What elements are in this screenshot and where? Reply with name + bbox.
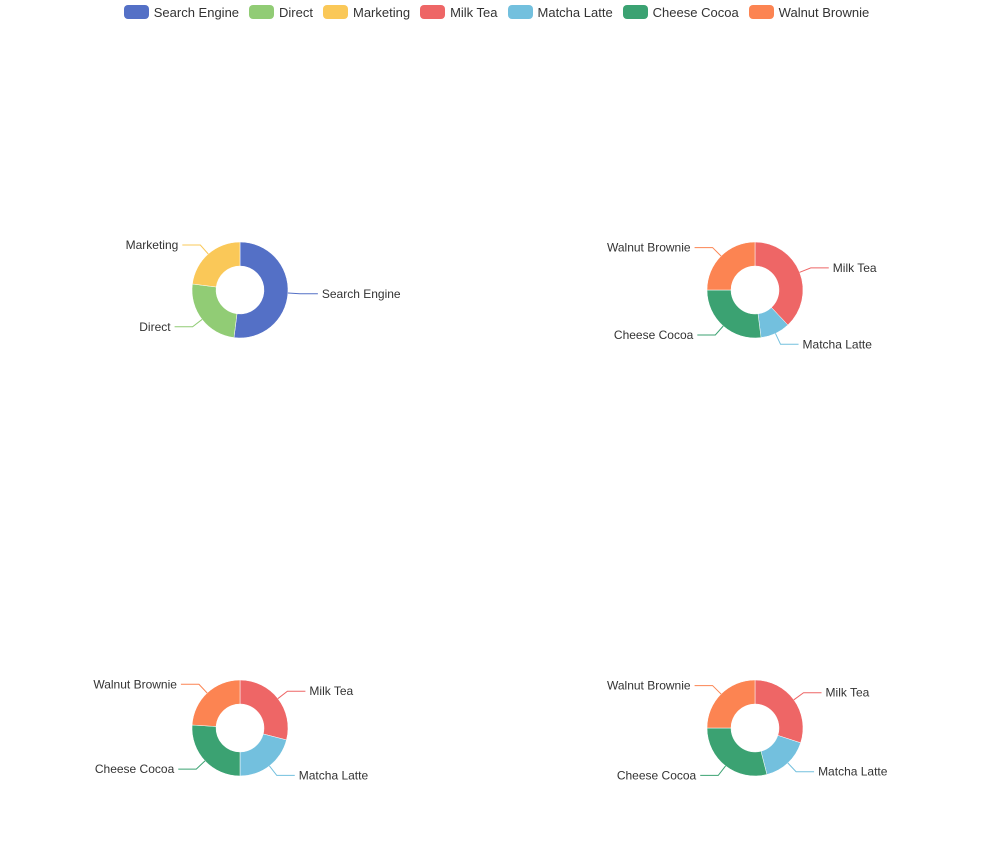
label-leader-line xyxy=(287,292,318,295)
pie-slice[interactable] xyxy=(706,241,756,291)
legend-label: Marketing xyxy=(352,4,411,20)
slice-label: Matcha Latte xyxy=(803,337,873,351)
pie-slice[interactable] xyxy=(754,679,804,744)
label-leader-line xyxy=(774,333,799,345)
pie-slice[interactable] xyxy=(191,724,241,777)
slice-label: Cheese Cocoa xyxy=(614,328,694,342)
slice-label: Milk Tea xyxy=(309,684,353,698)
chart-legend: Search Engine Direct Marketing Milk Tea Matc… xyxy=(0,2,993,22)
legend-label: Milk Tea xyxy=(450,4,498,20)
legend-label: Walnut Brownie xyxy=(778,4,870,20)
slice-label: Milk Tea xyxy=(833,261,877,275)
slice-label: Cheese Cocoa xyxy=(617,768,697,782)
label-leader-line xyxy=(799,267,829,273)
pie-slice[interactable] xyxy=(239,679,289,741)
slice-label: Cheese Cocoa xyxy=(95,762,175,776)
slice-label: Walnut Brownie xyxy=(607,241,691,255)
slice-label: Milk Tea xyxy=(826,686,870,700)
pie-slice[interactable] xyxy=(191,283,238,338)
label-leader-line xyxy=(269,765,295,776)
slice-label: Search Engine xyxy=(322,287,401,301)
pie-slice[interactable] xyxy=(706,679,756,729)
legend-item[interactable]: Matcha Latte xyxy=(507,4,613,20)
legend-swatch xyxy=(748,5,774,19)
label-leader-line xyxy=(694,247,722,257)
pie-slice[interactable] xyxy=(706,289,762,339)
legend-label: Cheese Cocoa xyxy=(652,4,739,20)
legend-swatch xyxy=(123,5,149,19)
pie-slice[interactable] xyxy=(239,733,287,777)
donut-chart-4: Milk Tea Matcha Latte Cheese Cocoa Walnut B… xyxy=(607,679,888,783)
label-leader-line xyxy=(182,244,209,255)
legend-item[interactable]: Marketing xyxy=(322,4,411,20)
legend-item[interactable]: Walnut Brownie xyxy=(748,4,870,20)
legend-item[interactable]: Search Engine xyxy=(123,4,240,20)
legend-swatch xyxy=(507,5,533,19)
slice-label: Walnut Brownie xyxy=(607,679,691,693)
legend-swatch xyxy=(420,5,446,19)
pie-slice[interactable] xyxy=(191,679,241,727)
slice-label: Direct xyxy=(139,320,171,334)
legend-swatch xyxy=(622,5,648,19)
label-leader-line xyxy=(694,685,722,695)
legend-item[interactable]: Cheese Cocoa xyxy=(622,4,739,20)
pie-slice[interactable] xyxy=(760,735,801,775)
legend-item[interactable]: Milk Tea xyxy=(420,4,498,20)
label-leader-line xyxy=(700,765,726,776)
slice-label: Matcha Latte xyxy=(818,765,888,779)
label-leader-line xyxy=(787,762,815,773)
pie-slice[interactable] xyxy=(754,241,804,326)
label-leader-line xyxy=(697,325,724,336)
slice-label: Marketing xyxy=(126,238,179,252)
label-leader-line xyxy=(277,690,306,699)
legend-label: Matcha Latte xyxy=(537,4,613,20)
slice-label: Walnut Brownie xyxy=(93,677,177,691)
pie-slice[interactable] xyxy=(706,727,768,777)
legend-swatch xyxy=(322,5,348,19)
label-leader-line xyxy=(793,692,822,701)
label-leader-line xyxy=(180,683,208,694)
legend-label: Direct xyxy=(279,4,313,20)
legend-swatch xyxy=(249,5,275,19)
pie-slice[interactable] xyxy=(233,241,289,339)
label-leader-line xyxy=(178,760,206,770)
legend-item[interactable]: Direct xyxy=(249,5,313,20)
label-leader-line xyxy=(174,319,203,328)
legend-label: Search Engine xyxy=(153,4,240,20)
donut-chart-2: Milk Tea Matcha Latte Cheese Cocoa Walnut B… xyxy=(607,241,877,352)
donut-chart-1: Search Engine Direct Marketing xyxy=(126,238,401,339)
pie-slice[interactable] xyxy=(192,241,241,288)
slice-label: Matcha Latte xyxy=(299,768,369,782)
donut-chart-3: Milk Tea Matcha Latte Cheese Cocoa Walnut B… xyxy=(93,677,368,782)
